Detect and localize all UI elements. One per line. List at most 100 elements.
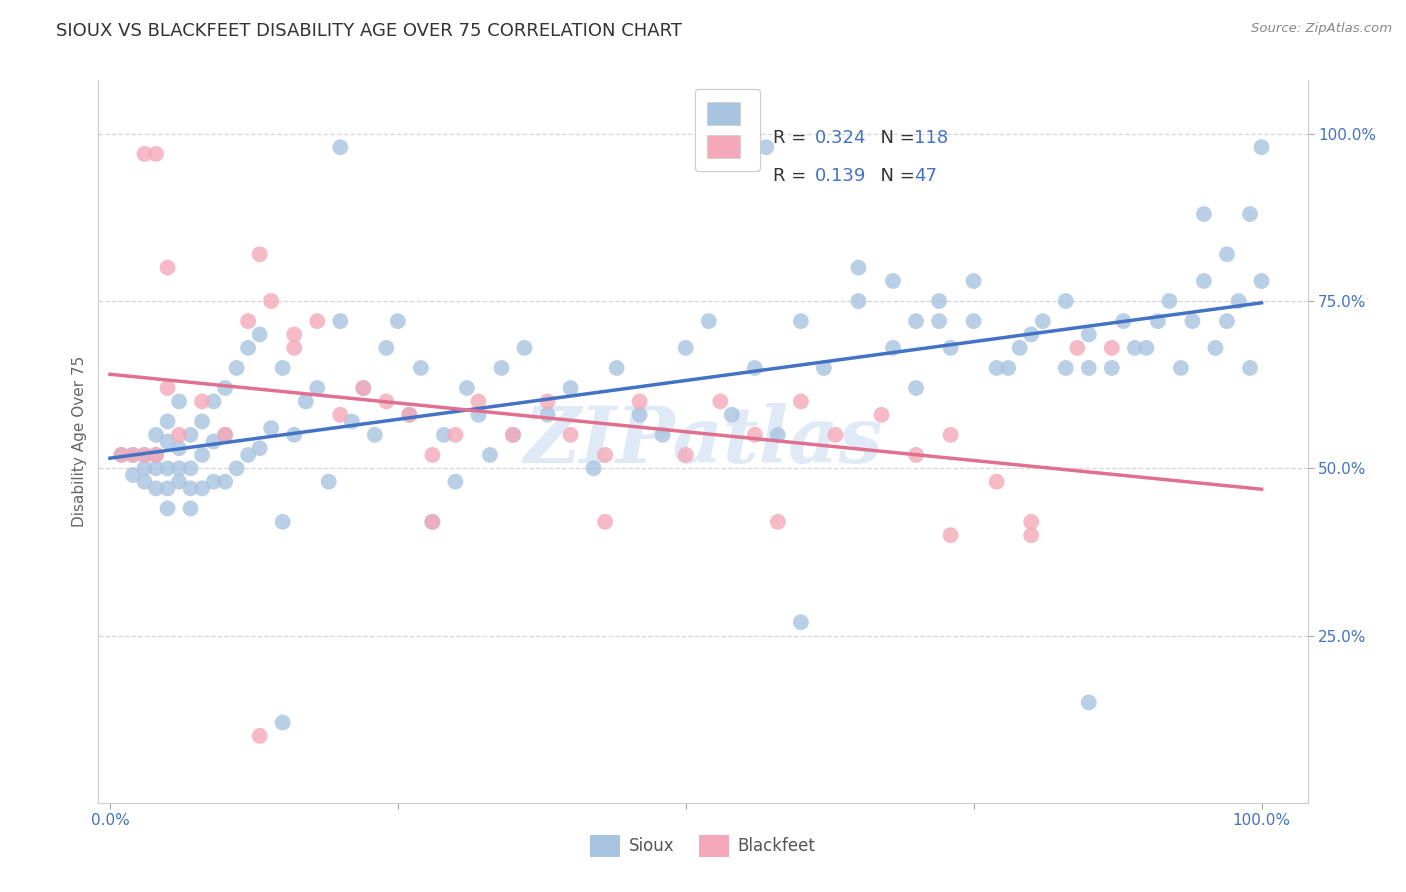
Point [156,260,179,275]
Point [962,314,984,328]
Point [560,427,582,442]
Point [997,361,1019,376]
Point [191,394,214,409]
Text: Source: ZipAtlas.com: Source: ZipAtlas.com [1251,22,1392,36]
Point [502,427,524,442]
Point [744,361,766,376]
Point [1216,247,1239,261]
Point [1077,696,1099,710]
Point [422,515,444,529]
Point [593,448,616,462]
Point [444,475,467,489]
Point [191,482,214,496]
Point [766,427,789,442]
Point [249,327,271,342]
Point [848,260,870,275]
Point [467,394,489,409]
Point [364,427,387,442]
Point [352,381,374,395]
Point [709,394,731,409]
Point [375,394,398,409]
Point [145,448,167,462]
Point [134,448,156,462]
Point [191,414,214,429]
Point [134,475,156,489]
Point [110,448,132,462]
Point [156,381,179,395]
Point [329,140,352,154]
Text: 0.139: 0.139 [815,167,866,185]
Point [271,715,294,730]
Point [478,448,501,462]
Text: N =: N = [869,167,921,185]
Point [1066,341,1088,355]
Point [398,408,420,422]
Point [236,448,259,462]
Point [249,247,271,261]
Point [375,341,398,355]
Point [249,729,271,743]
Point [905,314,928,328]
Point [167,427,190,442]
Point [134,147,156,161]
Point [1054,361,1077,376]
Point [1250,274,1272,288]
Point [202,475,225,489]
Point [1032,314,1054,328]
Point [214,475,236,489]
Point [156,482,179,496]
Text: ZIPatlas: ZIPatlas [523,403,883,480]
Point [1077,327,1099,342]
Point [180,501,202,516]
Point [340,414,363,429]
Point [1054,294,1077,309]
Point [456,381,478,395]
Point [928,314,950,328]
Point [928,294,950,309]
Point [283,341,305,355]
Point [606,361,628,376]
Point [180,461,202,475]
Point [202,434,225,449]
Point [1159,294,1181,309]
Point [766,515,789,529]
Point [433,427,456,442]
Text: 118: 118 [914,129,948,147]
Point [122,448,145,462]
Point [307,381,329,395]
Point [905,448,928,462]
Point [986,475,1008,489]
Point [536,394,558,409]
Point [167,394,190,409]
Point [283,327,305,342]
Point [651,427,673,442]
Point [329,408,352,422]
Point [1250,140,1272,154]
Point [145,147,167,161]
Point [467,408,489,422]
Text: R =: R = [773,129,813,147]
Point [1123,341,1146,355]
Point [790,314,813,328]
Point [236,341,259,355]
Point [1112,314,1135,328]
Point [813,361,835,376]
Point [1204,341,1226,355]
Point [939,341,962,355]
Point [191,448,214,462]
Point [122,448,145,462]
Point [225,361,247,376]
Point [156,414,179,429]
Point [167,461,190,475]
Point [145,482,167,496]
Point [870,408,893,422]
Point [236,314,259,328]
Point [260,421,283,435]
Point [167,442,190,455]
Point [824,427,846,442]
Point [214,427,236,442]
Point [697,314,720,328]
Point [145,448,167,462]
Point [307,314,329,328]
Point [167,475,190,489]
